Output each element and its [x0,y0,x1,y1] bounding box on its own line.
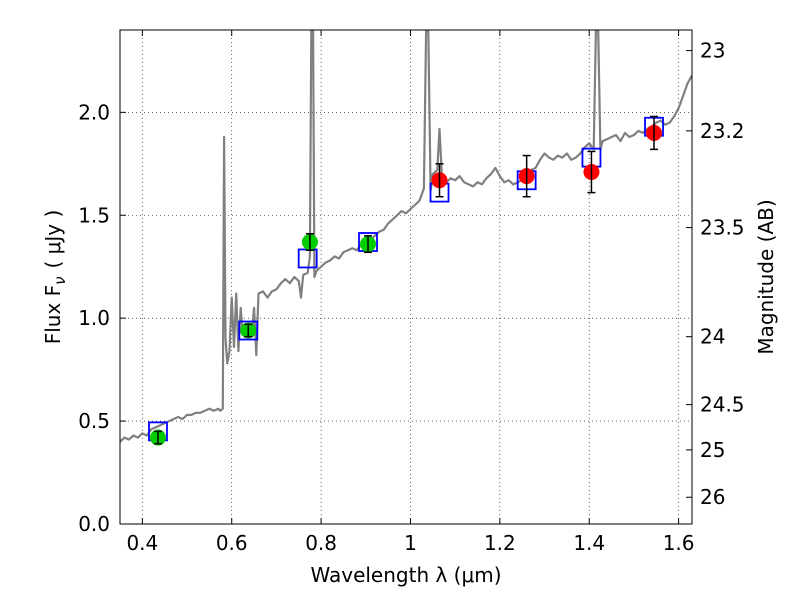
y-tick-label: 0.0 [78,512,110,536]
x-tick-label: 1.6 [663,531,695,555]
y2-tick-label: 23.2 [700,119,745,143]
grid-lines [120,30,692,525]
x-tick-label: 0.8 [305,531,337,555]
y2-tick-label: 24.5 [700,393,745,417]
axis-ticks: 0.4 0.6 0.8 1 1.2 1.4 1.6 0.0 0.5 1.0 1.5 2.0 23 23.2… [78,30,745,555]
y-axis-label-sub: ν [51,276,69,284]
y-tick-label: 1.0 [78,306,110,330]
spectrum-line [120,30,692,443]
y2-tick-label: 26 [700,485,725,509]
x-tick-label: 0.6 [216,531,248,555]
y-tick-label: 0.5 [78,409,110,433]
x-tick-label: 1.4 [573,531,605,555]
model-point [238,320,259,341]
y2-axis-label: Magnitude (AB) [754,199,778,354]
x-tick-label: 1 [404,531,417,555]
y-axis-label: Flux Fν ( μJy ) [41,210,69,345]
y-axis-label-main: Flux F [41,285,65,344]
x-tick-label: 0.4 [126,531,158,555]
y2-tick-label: 25 [700,438,725,462]
y2-tick-label: 23 [700,39,725,63]
x-tick-label: 1.2 [484,531,516,555]
y-tick-label: 1.5 [78,203,110,227]
y-axis-label-unit: ( μJy ) [41,210,65,269]
y2-tick-label: 23.5 [700,216,745,240]
plot-frame [119,29,693,525]
y2-tick-label: 24 [700,325,725,349]
y-tick-label: 2.0 [78,100,110,124]
plot-area [120,30,692,446]
x-axis-label: Wavelength λ (μm) [310,563,501,587]
